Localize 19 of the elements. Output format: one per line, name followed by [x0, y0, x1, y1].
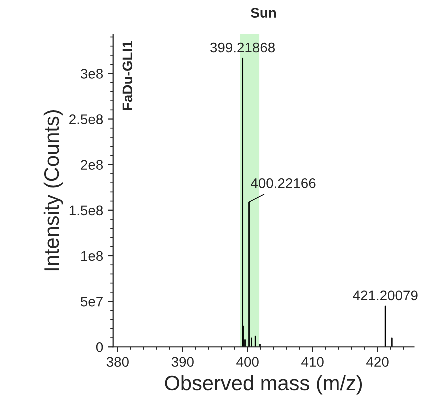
y-tick-label: 1e8 — [82, 251, 104, 262]
x-tick-label: 410 — [302, 357, 324, 368]
y-tick-label: 2.5e8 — [70, 114, 104, 124]
y-tick-label: 5e7 — [81, 297, 103, 307]
x-tick-label: 390 — [172, 357, 194, 368]
annotation: FaDu-GLI1 — [122, 41, 133, 110]
annotation: 399.21868 — [210, 42, 276, 53]
y-tick-label: 2e8 — [81, 160, 104, 170]
y-tick-label: 1.5e8 — [70, 206, 104, 216]
y-tick-label: 0 — [96, 342, 104, 352]
x-tick-label: 380 — [106, 357, 129, 368]
x-axis-title: Observed mass (m/z) — [165, 375, 362, 395]
chart-title: Sun — [251, 8, 276, 18]
annotation: 400.22166 — [251, 178, 316, 188]
x-tick-label: 420 — [366, 357, 389, 368]
annotation: 421.20079 — [353, 290, 418, 301]
y-tick-label: 3e8 — [80, 69, 104, 79]
x-tick-label: 400 — [236, 357, 259, 368]
y-axis-title: Intensity (Counts) — [44, 110, 64, 271]
